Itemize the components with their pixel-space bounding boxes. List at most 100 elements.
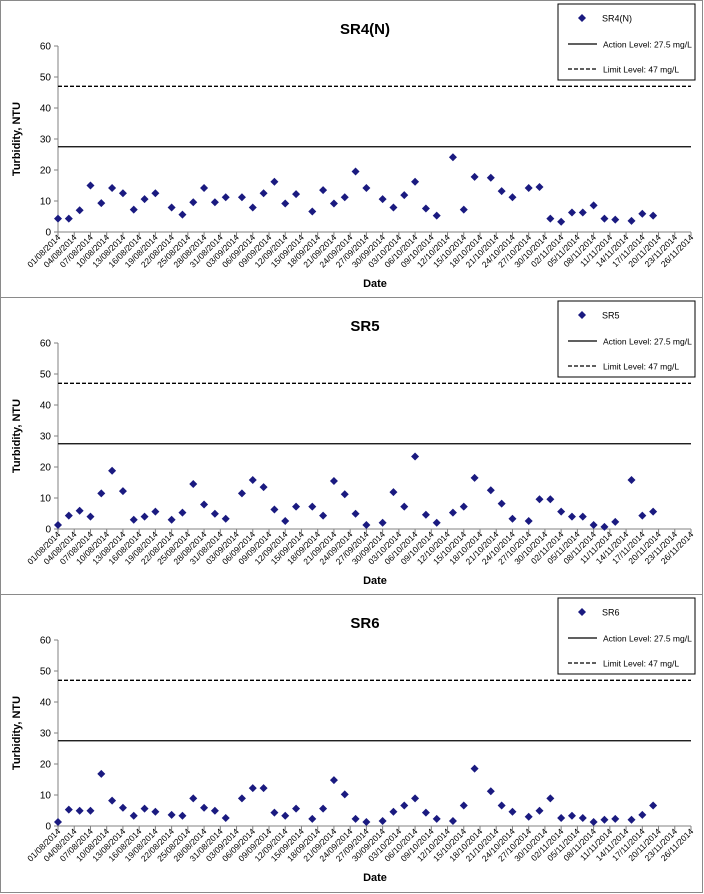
data-point-marker — [448, 153, 457, 162]
data-point-marker — [497, 499, 506, 508]
data-point-marker — [221, 514, 230, 523]
data-point-marker — [108, 466, 117, 475]
data-point-marker — [259, 784, 268, 793]
y-tick-label: 10 — [40, 197, 52, 208]
data-point-marker — [75, 806, 84, 815]
data-point-marker — [362, 520, 371, 529]
data-point-marker — [54, 520, 62, 529]
chart-title: SR4(N) — [340, 21, 390, 38]
data-point-marker — [432, 211, 441, 220]
data-point-marker — [459, 801, 468, 810]
chart-sr6-svg: SR6010203040506001/08/201404/08/201407/0… — [11, 597, 696, 884]
data-point-marker — [546, 495, 555, 504]
data-point-marker — [237, 193, 246, 202]
chart-panel-sr6: SR6 0 10 20 30 40 50 60 01/08/2014 04/08/2014 07/0… — [0, 594, 703, 893]
data-point-marker — [108, 183, 117, 192]
data-point-marker — [486, 787, 495, 796]
data-point-marker — [400, 191, 409, 200]
chart-sr4n-svg: SR4(N)010203040506001/08/201404/08/20140… — [11, 3, 696, 290]
data-point-marker — [167, 203, 176, 212]
y-tick-label: 50 — [40, 667, 52, 678]
data-point-marker — [567, 512, 576, 521]
data-point-marker — [151, 807, 160, 816]
y-tick-label: 30 — [40, 729, 52, 740]
data-point-marker — [129, 811, 138, 820]
data-point-marker — [497, 187, 506, 196]
data-point-marker — [270, 505, 279, 514]
data-point-marker — [64, 511, 73, 520]
data-point-marker — [351, 509, 360, 518]
chart-title: SR5 — [350, 318, 379, 335]
legend-limit-label: Limit Level: 47 mg/L — [603, 362, 679, 372]
data-point-marker — [400, 502, 409, 511]
data-point-marker — [97, 199, 106, 208]
data-point-marker — [270, 808, 279, 817]
data-point-marker — [118, 189, 127, 198]
y-tick-label: 30 — [40, 135, 52, 146]
y-tick-label: 20 — [40, 166, 52, 177]
data-point-marker — [578, 512, 587, 521]
data-point-marker — [432, 518, 441, 527]
data-point-marker — [378, 817, 387, 826]
data-point-marker — [508, 193, 517, 202]
data-point-marker — [627, 476, 636, 485]
data-point-marker — [340, 193, 349, 202]
data-point-marker — [200, 500, 209, 509]
data-point-marker — [308, 502, 317, 511]
data-point-marker — [259, 483, 268, 492]
data-point-marker — [340, 490, 349, 499]
data-point-marker — [546, 794, 555, 803]
data-point-marker — [638, 511, 647, 520]
data-point-marker — [151, 507, 160, 516]
data-point-marker — [97, 489, 106, 498]
data-point-marker — [210, 806, 219, 815]
legend: SR4(N) Action Level: 27.5 mg/L Limit Level… — [557, 3, 696, 81]
data-point-marker — [611, 517, 620, 526]
data-point-marker — [281, 199, 290, 208]
data-point-marker — [611, 814, 620, 823]
data-point-marker — [600, 815, 609, 824]
legend-series-label: SR5 — [602, 311, 620, 321]
data-point-marker — [638, 209, 647, 218]
data-point-marker — [54, 817, 62, 826]
legend-marker-icon — [578, 14, 586, 22]
data-point-marker — [524, 812, 533, 821]
data-point-marker — [567, 208, 576, 217]
data-point-marker — [189, 480, 198, 489]
data-point-marker — [546, 214, 555, 223]
data-point-marker — [524, 516, 533, 525]
y-tick-label: 50 — [40, 370, 52, 381]
data-point-marker — [421, 510, 430, 519]
data-point-marker — [151, 189, 160, 198]
y-tick-label: 40 — [40, 401, 52, 412]
y-tick-label: 60 — [40, 339, 52, 350]
data-point-marker — [649, 801, 658, 810]
y-tick-label: 0 — [45, 822, 51, 833]
data-point-marker — [319, 186, 328, 195]
data-point-marker — [329, 199, 338, 208]
data-point-marker — [108, 796, 117, 805]
legend-action-label: Action Level: 27.5 mg/L — [603, 337, 692, 347]
data-point-marker — [200, 803, 209, 812]
data-point-marker — [589, 520, 598, 529]
data-point-marker — [411, 452, 420, 461]
data-point-marker — [221, 193, 230, 202]
x-axis-title: Date — [363, 872, 387, 884]
data-point-marker — [140, 804, 149, 813]
x-axis-title: Date — [363, 575, 387, 587]
data-point-marker — [248, 476, 257, 485]
data-point-marker — [129, 205, 138, 214]
data-point-marker — [362, 183, 371, 192]
data-point-marker — [351, 167, 360, 176]
data-point-marker — [421, 204, 430, 213]
data-point-marker — [86, 806, 95, 815]
data-point-marker — [567, 811, 576, 820]
data-point-marker — [432, 814, 441, 823]
data-point-marker — [178, 210, 187, 219]
y-tick-label: 30 — [40, 432, 52, 443]
data-point-marker — [589, 201, 598, 210]
data-point-marker — [600, 214, 609, 223]
data-point-marker — [578, 813, 587, 822]
data-point-marker — [308, 814, 317, 823]
data-point-marker — [557, 217, 566, 226]
